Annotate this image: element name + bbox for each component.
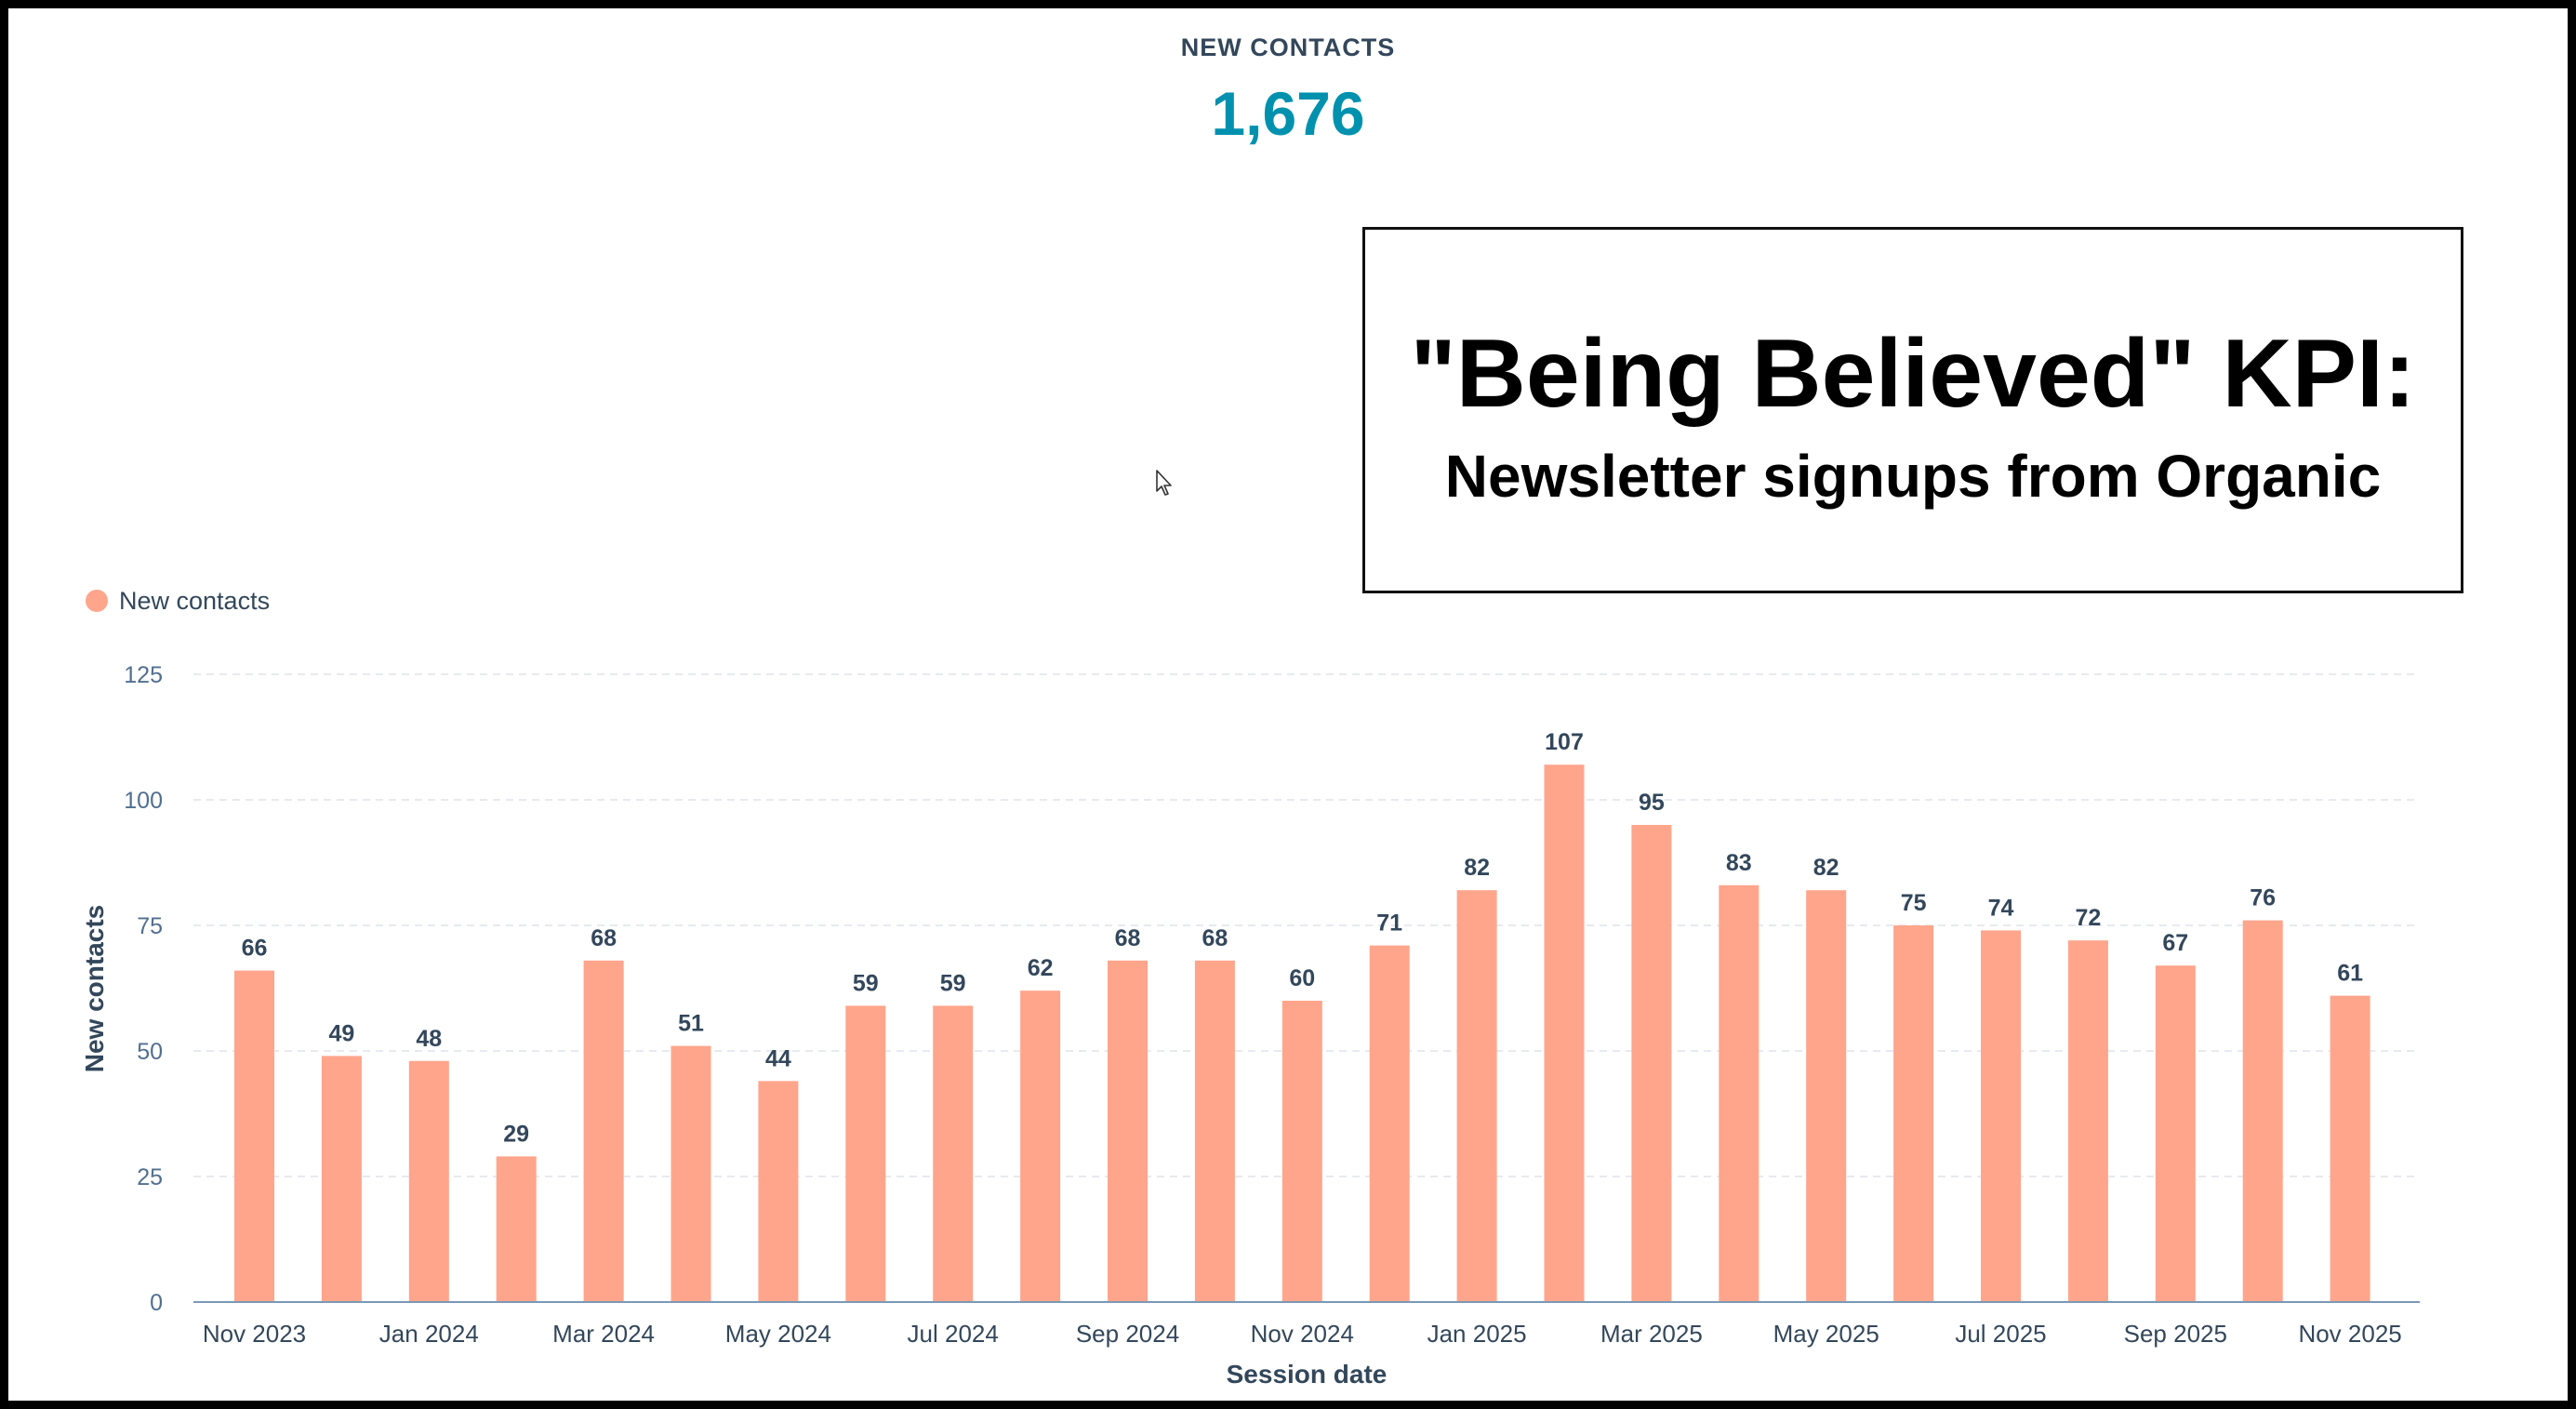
data-label: 67 [2162, 930, 2188, 956]
legend-swatch [86, 590, 108, 612]
bar [671, 1045, 711, 1302]
bar [2155, 965, 2196, 1302]
bar [845, 1005, 886, 1302]
bar [758, 1081, 799, 1302]
y-tick-label: 50 [137, 1039, 163, 1065]
kpi-callout-box: "Being Believed" KPI: Newsletter signups… [1362, 227, 2463, 593]
x-tick-label: Sep 2025 [2124, 1320, 2227, 1348]
kpi-value: 1,676 [1211, 79, 1365, 148]
bar [2242, 920, 2283, 1302]
x-tick-label: Jul 2025 [1955, 1320, 2046, 1348]
bar [234, 970, 274, 1302]
chart-legend[interactable]: New contacts [86, 584, 270, 618]
data-label: 68 [1202, 925, 1228, 951]
bar [1020, 990, 1061, 1302]
x-tick-label: Mar 2025 [1600, 1320, 1703, 1348]
data-label: 82 [1813, 855, 1839, 881]
bar [321, 1056, 362, 1302]
y-tick-label: 75 [137, 913, 163, 939]
bar [1544, 764, 1585, 1302]
data-label: 68 [591, 925, 617, 951]
bar [1806, 890, 1847, 1302]
x-tick-label: Nov 2024 [1251, 1320, 1354, 1348]
x-tick-label: Jan 2024 [379, 1320, 479, 1348]
data-label: 29 [503, 1121, 529, 1147]
data-label: 72 [2075, 905, 2101, 931]
data-label: 51 [678, 1011, 704, 1037]
legend-label: New contacts [119, 586, 271, 615]
x-tick-label: Sep 2024 [1076, 1320, 1179, 1348]
bar [1194, 960, 1235, 1302]
callout-subtitle: Newsletter signups from Organic [1444, 443, 2382, 510]
data-label: 48 [416, 1026, 442, 1052]
data-label: 76 [2250, 885, 2276, 911]
x-tick-label: May 2025 [1773, 1320, 1879, 1348]
bar [1281, 1001, 1322, 1302]
y-tick-label: 25 [137, 1164, 163, 1190]
y-tick-label: 100 [124, 788, 163, 814]
bar [1631, 825, 1672, 1302]
y-tick-label: 0 [150, 1290, 163, 1316]
data-label: 82 [1464, 855, 1490, 881]
data-label: 83 [1726, 850, 1752, 876]
bar [408, 1060, 449, 1302]
y-tick-label: 125 [124, 662, 163, 688]
x-tick-label: Nov 2025 [2298, 1320, 2401, 1348]
data-label: 68 [1115, 925, 1141, 951]
x-axis-title: Session date [1227, 1360, 1388, 1389]
y-axis-title: New contacts [80, 905, 109, 1073]
data-label: 59 [853, 970, 879, 996]
bar [2330, 995, 2370, 1302]
data-label: 74 [1988, 895, 2014, 921]
x-tick-label: May 2024 [725, 1320, 831, 1348]
bar [1456, 890, 1497, 1302]
bar [933, 1005, 974, 1302]
data-label: 107 [1545, 729, 1584, 755]
bar [1893, 925, 1934, 1302]
data-label: 75 [1901, 890, 1927, 916]
data-label: 44 [765, 1045, 791, 1071]
bar [1369, 945, 1410, 1302]
data-label: 95 [1639, 790, 1665, 816]
x-tick-label: Jul 2024 [908, 1320, 999, 1348]
x-tick-label: Nov 2023 [203, 1320, 306, 1348]
x-tick-label: Jan 2025 [1427, 1320, 1527, 1348]
data-label: 71 [1376, 911, 1402, 937]
mouse-pointer-icon [1156, 470, 1172, 496]
data-label: 62 [1028, 955, 1054, 981]
bar [2067, 940, 2108, 1302]
data-label: 60 [1289, 965, 1315, 991]
callout-title: "Being Believed" KPI: [1410, 320, 2416, 428]
data-label: 49 [328, 1020, 354, 1046]
x-tick-label: Mar 2024 [552, 1320, 655, 1348]
kpi-label: NEW CONTACTS [1180, 33, 1396, 61]
bar [1981, 930, 2021, 1302]
data-label: 66 [242, 936, 268, 962]
bar [1108, 960, 1148, 1302]
bar [496, 1156, 537, 1302]
data-label: 59 [940, 970, 966, 996]
data-label: 61 [2337, 961, 2363, 987]
bar [1719, 884, 1759, 1302]
bar [583, 960, 624, 1302]
